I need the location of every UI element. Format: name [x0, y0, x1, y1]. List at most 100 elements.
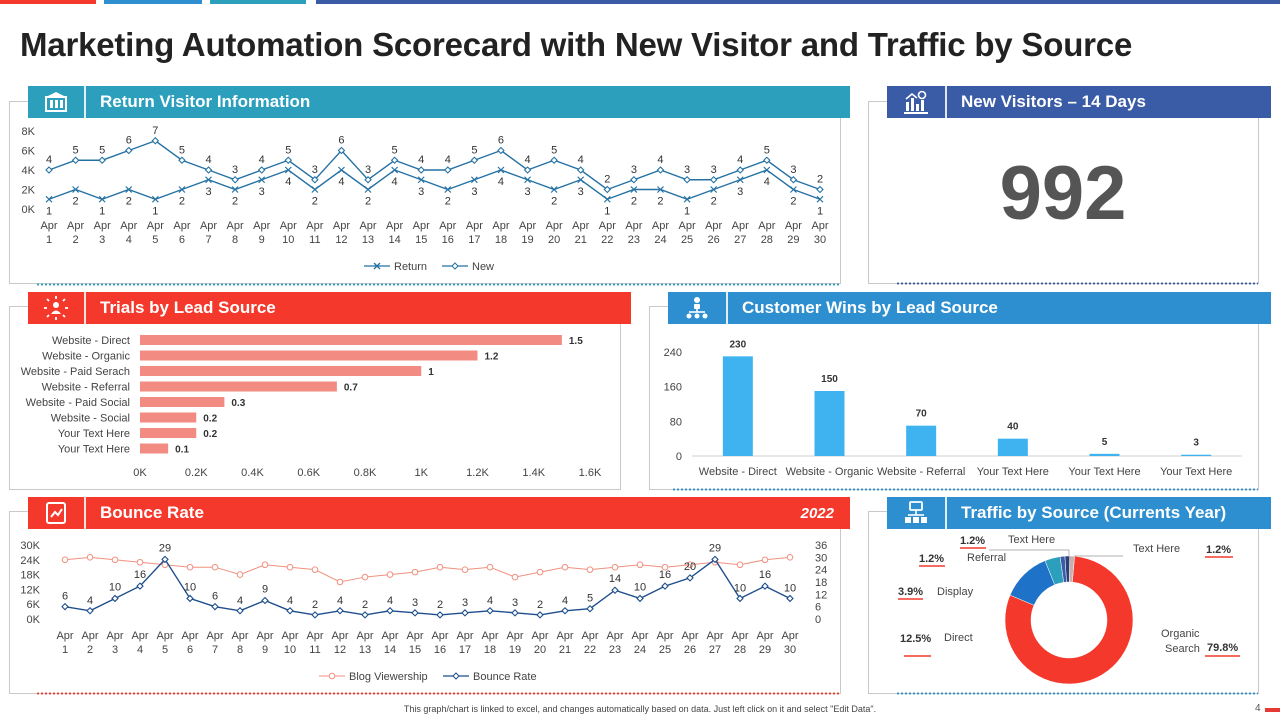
- x-tick-label: 13: [359, 644, 371, 656]
- hierarchy-icon: [887, 497, 947, 529]
- x-tick-label: Apr: [386, 220, 403, 232]
- data-point: [524, 176, 531, 184]
- y-left-tick-label: 6K: [27, 599, 41, 611]
- data-point: [636, 561, 644, 569]
- bar: [140, 366, 422, 376]
- data-point: [161, 555, 169, 564]
- x-tick-label: Apr: [331, 630, 348, 642]
- series-line-bounce-rate: [64, 558, 791, 616]
- x-tick-label: Apr: [581, 630, 598, 642]
- data-point: [444, 166, 452, 174]
- bar: [140, 381, 337, 392]
- data-point: [461, 566, 469, 573]
- data-label: 5: [392, 144, 398, 156]
- x-tick-label: Apr: [481, 630, 498, 642]
- bounce-chart: 0K6K12K18K24K30K061218243036Apr1Apr2Apr3…: [20, 540, 827, 683]
- x-tick-label: Apr: [356, 630, 373, 642]
- data-point: [186, 594, 194, 603]
- top-accent-blue: [104, 0, 202, 4]
- y-left-tick-label: 24K: [20, 555, 40, 567]
- x-tick-label: 6: [179, 234, 185, 246]
- data-point: [497, 146, 505, 155]
- data-point: [261, 596, 269, 605]
- page-accent: [1265, 708, 1280, 712]
- x-tick-label: Your Text Here: [977, 466, 1049, 478]
- data-point: [786, 554, 794, 561]
- category-label: Website - Social: [51, 413, 130, 425]
- x-tick-label: Apr: [413, 220, 430, 232]
- x-tick-label: Apr: [206, 630, 223, 642]
- data-point: [311, 186, 319, 193]
- new-visitors-dotline: [896, 282, 1258, 285]
- data-point: [390, 156, 399, 165]
- x-tick-label: Apr: [181, 630, 198, 642]
- x-tick-label: Website - Direct: [699, 466, 777, 478]
- data-point: [72, 186, 80, 193]
- x-tick-label: 5: [152, 234, 158, 246]
- data-label: 16: [134, 569, 146, 581]
- x-tick-label: 5: [162, 644, 168, 656]
- network-icon: [668, 292, 728, 324]
- data-label: 5: [471, 144, 477, 156]
- data-point: [364, 186, 372, 193]
- x-tick-label: 0.6K: [297, 467, 320, 479]
- traffic-title: Traffic by Source (Currents Year): [961, 503, 1227, 522]
- x-tick-label: Apr: [681, 630, 698, 642]
- x-tick-label: 30: [784, 644, 796, 656]
- data-label: 1: [604, 205, 610, 217]
- data-label: 0.2: [203, 429, 217, 440]
- top-accent-teal: [210, 0, 306, 4]
- x-tick-label: 28: [761, 234, 773, 246]
- data-label: 4: [657, 154, 663, 166]
- y-tick-label: 8K: [22, 126, 36, 138]
- analytics-icon: [887, 86, 947, 118]
- x-tick-label: Website - Organic: [786, 466, 874, 478]
- legend-label: New: [472, 261, 494, 273]
- data-point: [630, 186, 638, 193]
- x-tick-label: 11: [309, 644, 320, 656]
- data-label: 2: [551, 196, 557, 208]
- data-point: [816, 185, 824, 194]
- data-point: [561, 606, 569, 615]
- data-label: 3: [1193, 438, 1199, 449]
- data-label: 5: [551, 144, 557, 156]
- legend-marker-return: [364, 262, 390, 270]
- x-tick-label: 1.2K: [466, 467, 489, 479]
- data-label: 29: [159, 542, 171, 554]
- data-label: 3: [684, 164, 690, 176]
- data-point: [411, 609, 419, 617]
- data-point: [586, 604, 594, 613]
- data-label: 1: [99, 205, 105, 217]
- data-point: [71, 156, 80, 165]
- x-tick-label: Apr: [531, 630, 548, 642]
- x-tick-label: 24: [634, 644, 646, 656]
- x-tick-label: 8: [237, 644, 243, 656]
- data-point: [761, 556, 769, 564]
- x-tick-label: 3: [112, 644, 118, 656]
- legend-marker-bounce: [452, 672, 460, 680]
- data-label: 0.2: [203, 414, 217, 425]
- data-point: [789, 186, 797, 193]
- data-point: [816, 195, 824, 203]
- legend-label: Return: [394, 261, 427, 273]
- data-label: 16: [759, 569, 771, 581]
- data-point: [561, 563, 569, 571]
- x-tick-label: 19: [509, 644, 521, 656]
- bar: [1089, 453, 1120, 456]
- data-label: 10: [109, 581, 121, 593]
- data-point: [789, 175, 798, 184]
- data-point: [411, 568, 419, 576]
- data-point: [178, 156, 186, 165]
- x-tick-label: 23: [628, 234, 640, 246]
- legend-label: Blog Viewership: [349, 671, 428, 683]
- data-label: 6: [498, 135, 504, 147]
- x-tick-label: Apr: [81, 630, 98, 642]
- x-tick-label: 20: [534, 644, 546, 656]
- data-point: [550, 186, 558, 193]
- data-point: [211, 563, 219, 571]
- bounce-header: Bounce Rate 2022: [28, 497, 850, 529]
- data-label: 5: [587, 593, 593, 605]
- data-point: [586, 566, 594, 573]
- bar: [814, 391, 845, 456]
- customer-wins-header: Customer Wins by Lead Source: [668, 292, 1271, 324]
